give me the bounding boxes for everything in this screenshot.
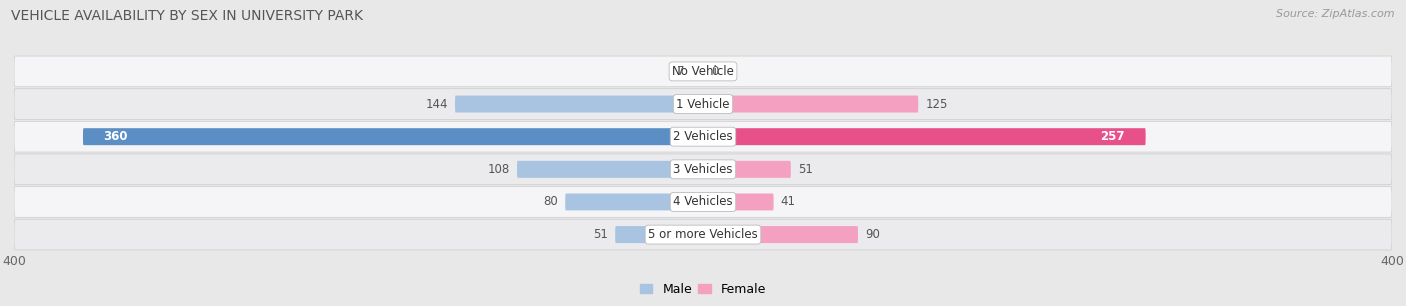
Text: Source: ZipAtlas.com: Source: ZipAtlas.com <box>1277 9 1395 19</box>
FancyBboxPatch shape <box>703 226 858 243</box>
Text: 1 Vehicle: 1 Vehicle <box>676 98 730 110</box>
FancyBboxPatch shape <box>703 193 773 211</box>
Text: 80: 80 <box>544 196 558 208</box>
FancyBboxPatch shape <box>14 219 1392 250</box>
FancyBboxPatch shape <box>14 121 1392 152</box>
FancyBboxPatch shape <box>703 95 918 113</box>
FancyBboxPatch shape <box>517 161 703 178</box>
Text: 0: 0 <box>711 65 718 78</box>
FancyBboxPatch shape <box>83 128 703 145</box>
Text: 108: 108 <box>488 163 510 176</box>
Text: 90: 90 <box>865 228 880 241</box>
Text: 5 or more Vehicles: 5 or more Vehicles <box>648 228 758 241</box>
Text: 7: 7 <box>676 65 685 78</box>
Text: VEHICLE AVAILABILITY BY SEX IN UNIVERSITY PARK: VEHICLE AVAILABILITY BY SEX IN UNIVERSIT… <box>11 9 363 23</box>
FancyBboxPatch shape <box>703 161 790 178</box>
Text: 360: 360 <box>104 130 128 143</box>
Text: No Vehicle: No Vehicle <box>672 65 734 78</box>
FancyBboxPatch shape <box>14 89 1392 119</box>
Text: 41: 41 <box>780 196 796 208</box>
Text: 144: 144 <box>426 98 449 110</box>
FancyBboxPatch shape <box>14 56 1392 87</box>
Text: 51: 51 <box>797 163 813 176</box>
FancyBboxPatch shape <box>14 154 1392 185</box>
Text: 125: 125 <box>925 98 948 110</box>
FancyBboxPatch shape <box>616 226 703 243</box>
FancyBboxPatch shape <box>565 193 703 211</box>
FancyBboxPatch shape <box>703 128 1146 145</box>
Text: 4 Vehicles: 4 Vehicles <box>673 196 733 208</box>
Text: 3 Vehicles: 3 Vehicles <box>673 163 733 176</box>
Text: 257: 257 <box>1101 130 1125 143</box>
FancyBboxPatch shape <box>456 95 703 113</box>
FancyBboxPatch shape <box>14 187 1392 217</box>
FancyBboxPatch shape <box>690 63 703 80</box>
Text: 51: 51 <box>593 228 609 241</box>
Legend: Male, Female: Male, Female <box>636 279 770 300</box>
Text: 2 Vehicles: 2 Vehicles <box>673 130 733 143</box>
